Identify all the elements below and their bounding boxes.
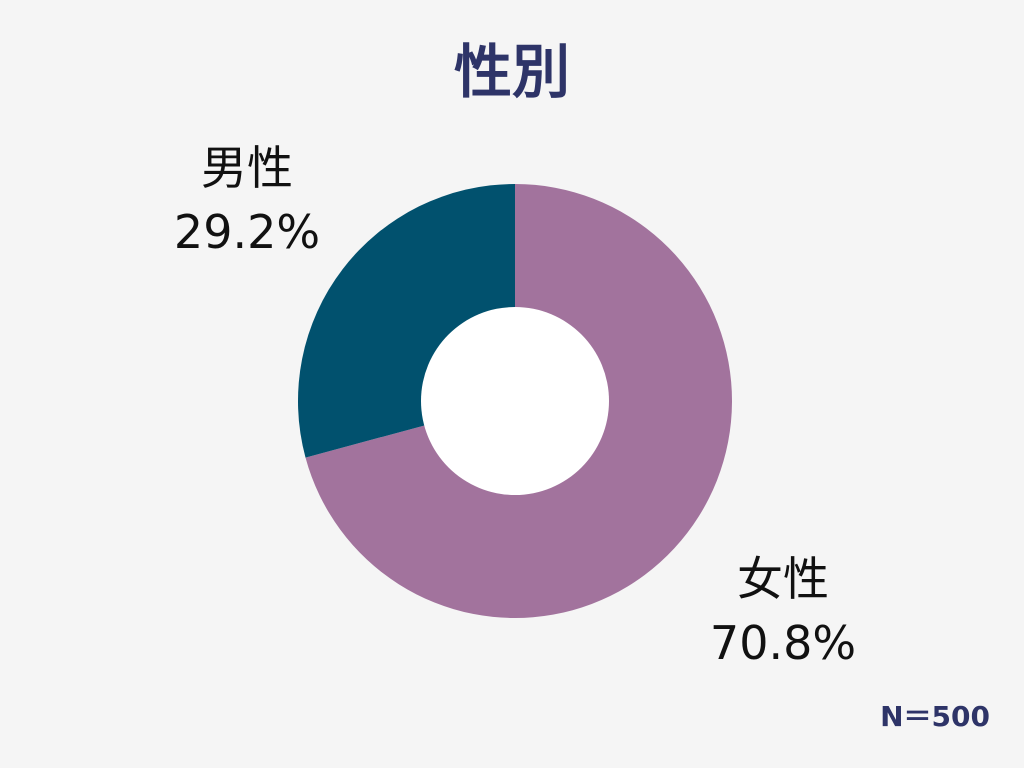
label-female: 女性 70.8% bbox=[673, 547, 893, 675]
label-male: 男性 29.2% bbox=[137, 136, 357, 264]
label-male-value: 29.2% bbox=[173, 205, 321, 259]
chart-title: 性別 bbox=[453, 38, 570, 106]
label-female-value: 70.8% bbox=[709, 616, 857, 670]
sample-size-note: N＝500 bbox=[880, 700, 990, 733]
label-female-name: 女性 bbox=[737, 552, 829, 606]
label-male-name: 男性 bbox=[201, 141, 293, 195]
donut-hole bbox=[421, 307, 609, 495]
